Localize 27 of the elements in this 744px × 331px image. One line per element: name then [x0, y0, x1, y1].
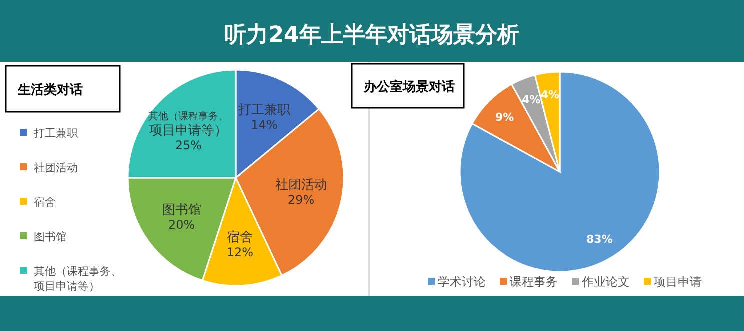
pie-slice [459, 71, 661, 273]
slice-label: 图书馆 [162, 202, 202, 218]
data-label: 20% [168, 218, 196, 232]
legend-label: 作业论文 [581, 275, 630, 289]
data-label: 9% [496, 110, 514, 124]
legend-label: 项目申请 [654, 275, 702, 289]
legend-label: 学术讨论 [438, 275, 486, 289]
data-label: 29% [288, 193, 315, 208]
data-label: 14% [251, 118, 278, 132]
data-label: 4% [540, 88, 560, 102]
legend-label: 宿舍 [34, 196, 56, 209]
slice-label: 其他（课程事务、项目申请等） [148, 110, 229, 139]
data-label: 25% [175, 138, 202, 153]
slice-label: 社团活动 [275, 178, 328, 194]
text: 生活类对话 [17, 82, 83, 98]
legend-label: 社团活动 [34, 162, 78, 174]
data-label: 83% [586, 233, 613, 246]
legend-label: 课程事务 [510, 275, 558, 289]
legend-label: 其他（课程事务、项目申请等） [34, 265, 122, 293]
data-label: 12% [226, 245, 254, 260]
slice-label: 宿舍 [227, 229, 254, 246]
slice-label: 打工兼职 [238, 102, 291, 118]
legend-label: 打工兼职 [33, 127, 78, 140]
data-label: 4% [522, 93, 541, 106]
text: 办公室场景对话 [363, 79, 455, 95]
chart-title: 听力24年上半年对话场景分析 [224, 23, 520, 48]
legend-label: 图书馆 [34, 230, 67, 244]
